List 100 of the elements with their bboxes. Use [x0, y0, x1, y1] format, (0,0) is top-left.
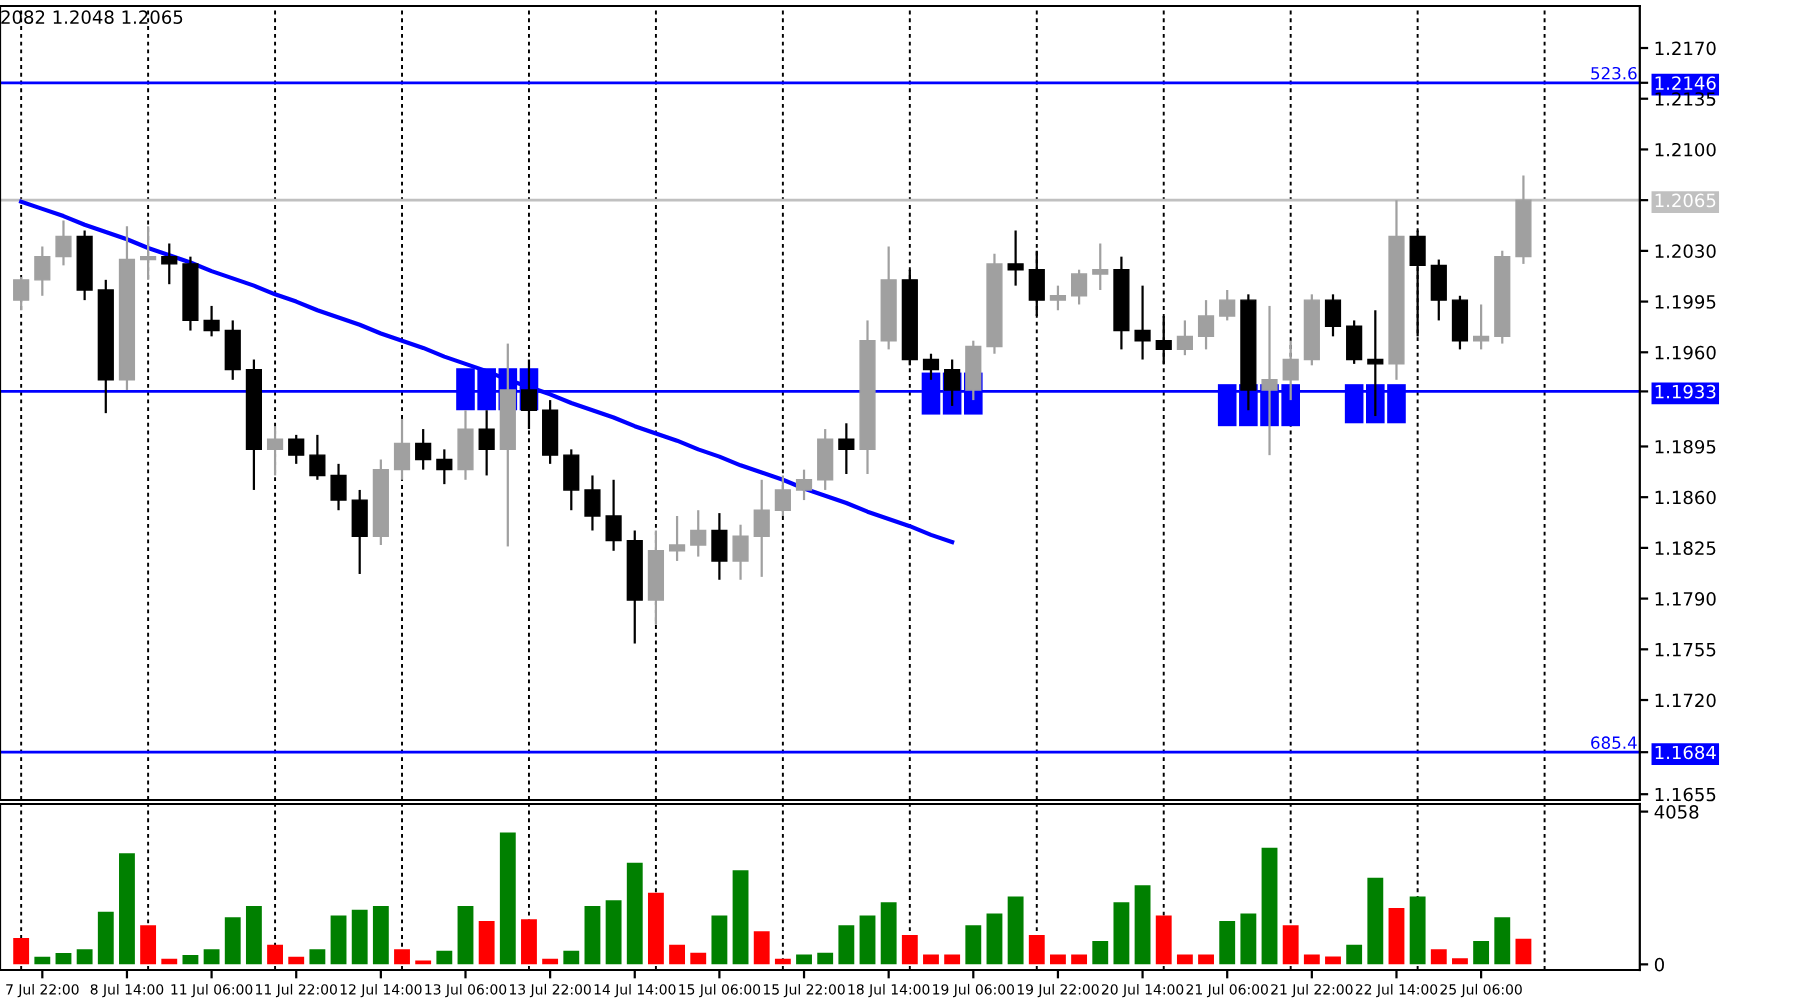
bar — [372, 906, 389, 965]
bar — [119, 853, 135, 965]
bar — [351, 909, 368, 965]
bar — [1176, 954, 1193, 965]
bar — [711, 915, 728, 965]
candlestick — [795, 468, 813, 502]
bar — [838, 925, 855, 965]
bar — [1409, 896, 1426, 965]
bar — [13, 938, 30, 965]
bar — [923, 954, 939, 965]
bar — [880, 902, 897, 965]
candlestick — [1430, 258, 1447, 322]
candlestick — [34, 245, 51, 297]
candlestick — [1049, 284, 1067, 312]
bar — [584, 906, 601, 965]
bar — [330, 915, 347, 965]
candlestick — [161, 242, 178, 286]
bar — [182, 954, 199, 965]
candlestick — [584, 474, 601, 532]
bar — [626, 862, 643, 965]
bar — [859, 915, 876, 965]
candlestick — [838, 422, 855, 476]
y-tick-label: 1.1790 — [1655, 592, 1716, 606]
candlestick — [351, 488, 368, 576]
bar — [34, 956, 51, 965]
bar — [1452, 958, 1468, 965]
bar — [669, 944, 686, 965]
bar — [605, 900, 622, 965]
bar — [245, 906, 262, 965]
y-tick-label: 1.2146 — [1655, 76, 1716, 90]
annotation: 2082 1.2048 1.2065 — [1, 10, 183, 24]
y-tick-label: 1.1995 — [1655, 295, 1716, 309]
bar — [690, 952, 707, 965]
bar — [1261, 847, 1278, 965]
candlestick — [436, 448, 453, 486]
candlestick — [1007, 229, 1024, 287]
bar — [436, 950, 453, 965]
bar — [1367, 877, 1384, 965]
bar — [521, 919, 537, 965]
bar — [55, 953, 72, 965]
bar — [1346, 944, 1363, 965]
candlestick — [55, 219, 72, 267]
bar — [140, 925, 157, 965]
candlestick — [1070, 268, 1088, 306]
y-tick-label: 1.1655 — [1655, 787, 1716, 802]
y-tick-label: 1.1960 — [1655, 345, 1716, 360]
bar — [1303, 954, 1320, 965]
bar — [796, 954, 812, 965]
bar — [1494, 917, 1511, 965]
bar — [1007, 896, 1024, 965]
bar — [1198, 954, 1214, 965]
bar — [1219, 921, 1236, 965]
bar — [986, 913, 1003, 965]
bar — [1028, 934, 1045, 965]
bar — [1155, 915, 1172, 965]
candlestick — [1451, 294, 1469, 351]
bar — [224, 917, 241, 965]
y-tick-label: 1.1933 — [1655, 384, 1716, 399]
bar — [817, 952, 834, 965]
candlestick — [1219, 288, 1236, 322]
candlestick — [203, 304, 220, 338]
bar — [563, 950, 580, 965]
bar — [1473, 941, 1490, 965]
candlestick — [753, 478, 770, 578]
bar — [1113, 902, 1130, 965]
candlestick — [309, 433, 326, 481]
bar — [309, 949, 326, 965]
candlestick — [1134, 284, 1151, 361]
candlestick — [542, 398, 559, 465]
y-tick-label: 1.2170 — [1655, 41, 1716, 56]
bar — [499, 832, 516, 965]
candlestick — [563, 448, 580, 512]
candlestick — [1176, 319, 1193, 357]
y-tick-label: 4058 — [1654, 805, 1699, 819]
candlestick — [393, 417, 411, 481]
y-tick-label: 1.1755 — [1655, 643, 1716, 657]
y-tick-label: 1.1860 — [1655, 490, 1716, 505]
y-tick-label: 1.2100 — [1655, 142, 1716, 157]
candlestick — [330, 462, 347, 512]
bar — [1071, 954, 1088, 965]
bar — [1515, 938, 1532, 965]
candlestick — [732, 523, 749, 581]
y-tick-label: 1.1684 — [1655, 745, 1716, 760]
candlestick — [1092, 242, 1109, 292]
candlestick — [288, 433, 305, 465]
y-tick-label: 1.2065 — [1655, 193, 1716, 208]
bar — [1050, 954, 1066, 965]
bar — [1325, 956, 1341, 965]
bar — [478, 921, 495, 965]
y-tick-label: 1.1720 — [1655, 693, 1716, 708]
bar — [944, 954, 961, 965]
bar — [1240, 913, 1257, 965]
candlestick — [605, 478, 622, 552]
candlestick — [140, 225, 157, 281]
annotation: 685.4 — [1591, 736, 1637, 749]
bar — [1430, 949, 1447, 965]
candlestick — [1324, 293, 1342, 338]
bar — [965, 925, 982, 965]
bar — [753, 931, 770, 965]
bar — [76, 949, 93, 965]
